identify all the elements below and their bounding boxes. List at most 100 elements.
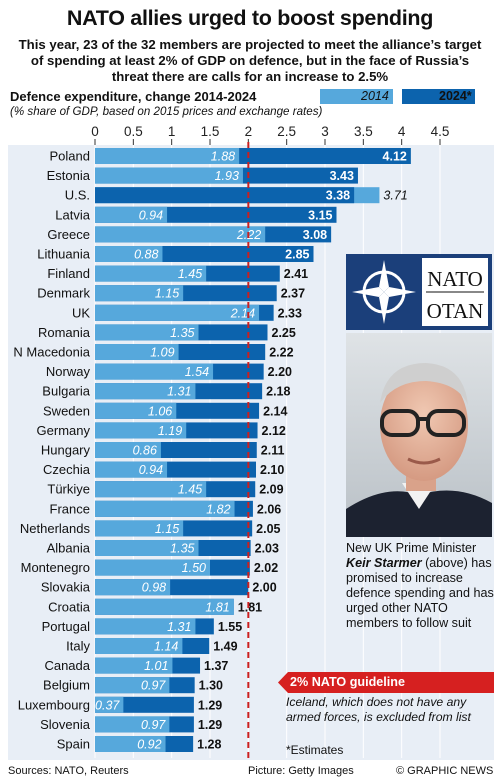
value-label-2014: 0.86 (133, 444, 157, 458)
chart-title: Defence expenditure, change 2014-2024 (10, 89, 257, 104)
iceland-note: Iceland, which does not have any armed f… (286, 695, 471, 724)
value-label-2024: 4.12 (383, 150, 407, 164)
value-label-2014: 0.37 (95, 698, 120, 712)
bar-2014 (95, 226, 266, 243)
value-label-2014: 1.45 (178, 267, 202, 281)
value-label-2024: 2.06 (257, 502, 281, 516)
value-label-2024: 3.15 (308, 208, 332, 222)
value-label-2014: 1.81 (205, 600, 229, 614)
bar-2014 (95, 736, 166, 752)
bar-2014 (95, 559, 210, 576)
bar-2014 (95, 540, 199, 556)
category-label: Bulgaria (42, 384, 90, 399)
value-label-2014: 1.45 (178, 483, 202, 497)
x-tick-label: 2.5 (277, 124, 296, 139)
category-label: Italy (66, 639, 90, 654)
category-label: Czechia (43, 462, 91, 477)
category-label: Greece (47, 227, 90, 242)
value-label-2014: 1.93 (215, 169, 239, 183)
legend-label-2014: 2014 (361, 89, 389, 103)
value-label-2014: 0.88 (134, 248, 158, 262)
value-label-2014: 0.94 (139, 463, 163, 477)
estimates-note: *Estimates (286, 743, 344, 757)
category-label: Lithuania (37, 247, 91, 262)
value-label-2014: 1.19 (158, 424, 182, 438)
value-label-2014: 0.97 (141, 679, 166, 693)
category-label: Denmark (37, 286, 90, 301)
value-label-2024: 1.55 (218, 620, 242, 634)
bar-2014 (95, 148, 240, 164)
category-label: Finland (47, 266, 90, 281)
category-label: Sweden (43, 403, 90, 418)
logo-nato-text: NATO (427, 267, 483, 291)
value-label-2014: 1.50 (182, 561, 206, 575)
value-label-2024: 1.37 (204, 659, 228, 673)
nato-logo: NATO OTAN (346, 254, 492, 330)
value-label-2024: 2.33 (278, 306, 302, 320)
bar-2014 (95, 304, 260, 321)
value-label-2014: 1.31 (167, 620, 191, 634)
infographic-title: NATO allies urged to boost spending (66, 6, 434, 30)
x-axis-ticks: 0 0.5 1 1.5 2 2.5 3 3.5 4 4.5 (91, 124, 449, 145)
category-label: Croatia (48, 599, 91, 614)
x-tick-label: 4 (398, 124, 406, 139)
value-label-2024: 1.81 (238, 600, 262, 614)
value-label-2024: 1.29 (198, 698, 222, 712)
value-label-2014: 1.09 (150, 346, 174, 360)
bar-2014 (95, 383, 196, 400)
category-label: Romania (38, 325, 91, 340)
bar-2014 (95, 677, 170, 694)
category-label: Poland (50, 149, 90, 164)
caption-lead: New UK Prime Minister (346, 541, 477, 555)
infographic-subtitle: This year, 23 of the 32 members are proj… (18, 37, 482, 84)
x-tick-label: 3 (321, 124, 329, 139)
bar-2014 (95, 618, 196, 635)
value-label-2024: 1.29 (198, 718, 222, 732)
category-label: Portugal (42, 619, 91, 634)
bar-2014 (95, 363, 214, 380)
bar-2014 (95, 285, 184, 302)
bar-2014 (95, 206, 168, 223)
value-label-2024: 3.08 (303, 228, 327, 242)
category-label: Hungary (41, 443, 91, 458)
value-label-2024: 2.22 (269, 346, 293, 360)
category-label: Belgium (43, 678, 90, 693)
bar-2014 (95, 265, 207, 282)
value-label-2014: 1.35 (170, 542, 194, 556)
value-label-2024: 2.18 (266, 385, 290, 399)
value-label-2024: 2.14 (263, 404, 287, 418)
arrow-left-icon (278, 672, 494, 693)
value-label-2024: 1.30 (199, 679, 223, 693)
value-label-2014: 0.92 (137, 738, 161, 752)
category-label: Luxembourg (18, 697, 90, 712)
category-label: France (50, 501, 90, 516)
nato-compass-star-icon (352, 260, 416, 324)
value-label-2014: 1.35 (170, 326, 194, 340)
value-label-2024: 2.05 (256, 522, 280, 536)
category-label: Spain (57, 737, 90, 752)
value-label-2024: 1.28 (197, 738, 221, 752)
legend-label-2024: 2024* (439, 89, 472, 103)
category-label: Montenegro (21, 560, 90, 575)
value-label-2024: 2.00 (252, 581, 276, 595)
value-label-2014: 0.97 (141, 718, 166, 732)
value-label-2024: 2.10 (260, 463, 284, 477)
x-tick-label: 3.5 (354, 124, 373, 139)
bar-2014 (95, 167, 243, 184)
x-tick-label: 4.5 (431, 124, 450, 139)
picture-credit: Picture: Getty Images (248, 765, 354, 777)
bar-2014 (95, 481, 207, 498)
value-label-2014: 1.88 (211, 150, 235, 164)
category-label: N Macedonia (13, 345, 90, 360)
value-label-2014: 1.01 (144, 659, 168, 673)
category-label: Estonia (47, 168, 91, 183)
keir-starmer-photo (346, 333, 492, 537)
bar-2024 (95, 187, 355, 204)
bar-2014 (95, 657, 173, 674)
bar-2014 (95, 461, 168, 478)
value-label-2024: 1.49 (213, 640, 237, 654)
value-label-2024: 2.20 (268, 365, 292, 379)
value-label-2014: 3.71 (383, 189, 407, 203)
category-label: Norway (46, 364, 91, 379)
sources-credit: Sources: NATO, Reuters (8, 765, 129, 777)
